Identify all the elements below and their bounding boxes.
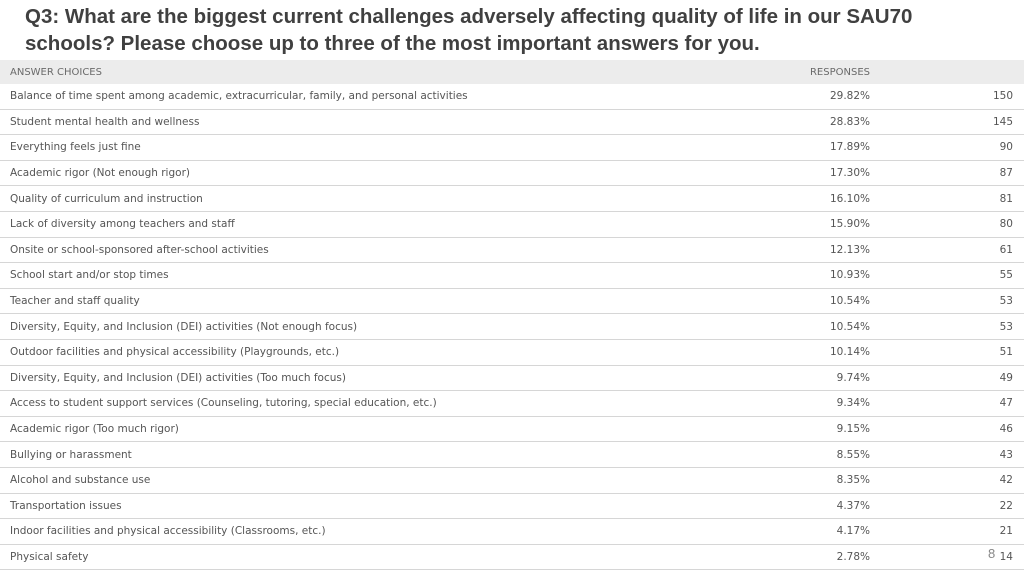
percent-cell: 4.37% xyxy=(780,493,952,520)
count-cell: 150 xyxy=(952,84,1024,110)
count-cell: 43 xyxy=(952,441,1024,468)
count-cell: 51 xyxy=(952,339,1024,366)
table-row: Balance of time spent among academic, ex… xyxy=(0,84,1024,110)
table-row: Teacher and staff quality 10.54% 53 xyxy=(0,288,1024,315)
count-cell: 21 xyxy=(952,518,1024,545)
table-row: Access to student support services (Coun… xyxy=(0,390,1024,417)
count-cell: 46 xyxy=(952,416,1024,443)
percent-cell: 8.55% xyxy=(780,441,952,468)
table-row: Academic rigor (Not enough rigor) 17.30% 8… xyxy=(0,160,1024,187)
table-row: Indoor facilities and physical accessibi… xyxy=(0,518,1024,545)
percent-cell: 17.30% xyxy=(780,160,952,187)
table-header-row: ANSWER CHOICES RESPONSES xyxy=(0,60,1024,84)
count-cell: 53 xyxy=(952,313,1024,340)
answer-cell: Access to student support services (Coun… xyxy=(0,390,780,417)
answer-cell: Alcohol and substance use xyxy=(0,467,780,494)
table-row: Outdoor facilities and physical accessib… xyxy=(0,339,1024,366)
answer-cell: Indoor facilities and physical accessibi… xyxy=(0,518,780,545)
percent-cell: 10.93% xyxy=(780,262,952,289)
percent-cell: 29.82% xyxy=(780,84,952,110)
count-cell: 55 xyxy=(952,262,1024,289)
answer-cell: Balance of time spent among academic, ex… xyxy=(0,84,780,110)
percent-cell: 2.78% xyxy=(780,544,952,571)
table-row: Alcohol and substance use 8.35% 42 xyxy=(0,467,1024,494)
answer-cell: Diversity, Equity, and Inclusion (DEI) a… xyxy=(0,313,780,340)
answer-cell: Outdoor facilities and physical accessib… xyxy=(0,339,780,366)
answer-cell: Physical safety xyxy=(0,544,780,571)
table-row: School start and/or stop times 10.93% 55 xyxy=(0,262,1024,289)
table-row: Academic rigor (Too much rigor) 9.15% 46 xyxy=(0,416,1024,443)
count-cell: 87 xyxy=(952,160,1024,187)
percent-cell: 12.13% xyxy=(780,237,952,264)
answer-cell: Diversity, Equity, and Inclusion (DEI) a… xyxy=(0,365,780,392)
answer-cell: Academic rigor (Not enough rigor) xyxy=(0,160,780,187)
answer-cell: Lack of diversity among teachers and sta… xyxy=(0,211,780,238)
answer-cell: Onsite or school-sponsored after-school … xyxy=(0,237,780,264)
answer-cell: Everything feels just fine xyxy=(0,134,780,161)
answer-cell: School start and/or stop times xyxy=(0,262,780,289)
table-row: Student mental health and wellness 28.83%… xyxy=(0,109,1024,136)
count-cell: 22 xyxy=(952,493,1024,520)
count-cell: 61 xyxy=(952,237,1024,264)
percent-cell: 9.34% xyxy=(780,390,952,417)
count-cell: 14 xyxy=(952,544,1024,571)
count-cell: 81 xyxy=(952,185,1024,212)
count-cell: 80 xyxy=(952,211,1024,238)
page-number: 8 xyxy=(988,546,996,561)
count-cell: 42 xyxy=(952,467,1024,494)
responses-header: RESPONSES xyxy=(809,66,870,78)
answer-cell: Quality of curriculum and instruction xyxy=(0,185,780,212)
percent-cell: 4.17% xyxy=(780,518,952,545)
table-row: Lack of diversity among teachers and sta… xyxy=(0,211,1024,238)
count-cell: 145 xyxy=(952,109,1024,136)
table-body: Balance of time spent among academic, ex… xyxy=(0,84,1024,571)
table-row: Quality of curriculum and instruction 16.… xyxy=(0,185,1024,212)
percent-cell: 9.15% xyxy=(780,416,952,443)
count-cell: 53 xyxy=(952,288,1024,315)
page-title: Q3: What are the biggest current challen… xyxy=(25,5,913,55)
percent-cell: 10.54% xyxy=(780,288,952,315)
answer-cell: Academic rigor (Too much rigor) xyxy=(0,416,780,443)
table-row: Onsite or school-sponsored after-school … xyxy=(0,237,1024,264)
count-cell: 49 xyxy=(952,365,1024,392)
answer-cell: Teacher and staff quality xyxy=(0,288,780,315)
count-header xyxy=(952,60,1024,84)
percent-cell: 17.89% xyxy=(780,134,952,161)
percent-cell: 16.10% xyxy=(780,185,952,212)
count-cell: 90 xyxy=(952,134,1024,161)
percent-cell: 15.90% xyxy=(780,211,952,238)
percent-cell: 10.54% xyxy=(780,313,952,340)
answer-cell: Transportation issues xyxy=(0,493,780,520)
answer-choices-header: ANSWER CHOICES xyxy=(10,66,102,78)
table-row: Everything feels just fine 17.89% 90 xyxy=(0,134,1024,161)
percent-cell: 28.83% xyxy=(780,109,952,136)
answer-cell: Student mental health and wellness xyxy=(0,109,780,136)
percent-cell: 8.35% xyxy=(780,467,952,494)
table-row: Physical safety 2.78% 14 xyxy=(0,544,1024,571)
percent-cell: 9.74% xyxy=(780,365,952,392)
percent-cell: 10.14% xyxy=(780,339,952,366)
table-row: Diversity, Equity, and Inclusion (DEI) a… xyxy=(0,313,1024,340)
table-row: Bullying or harassment 8.55% 43 xyxy=(0,441,1024,468)
table-row: Diversity, Equity, and Inclusion (DEI) a… xyxy=(0,365,1024,392)
responses-table: ANSWER CHOICES RESPONSES Balance of time… xyxy=(0,60,1024,571)
count-cell: 47 xyxy=(952,390,1024,417)
answer-cell: Bullying or harassment xyxy=(0,441,780,468)
table-row: Transportation issues 4.37% 22 xyxy=(0,493,1024,520)
